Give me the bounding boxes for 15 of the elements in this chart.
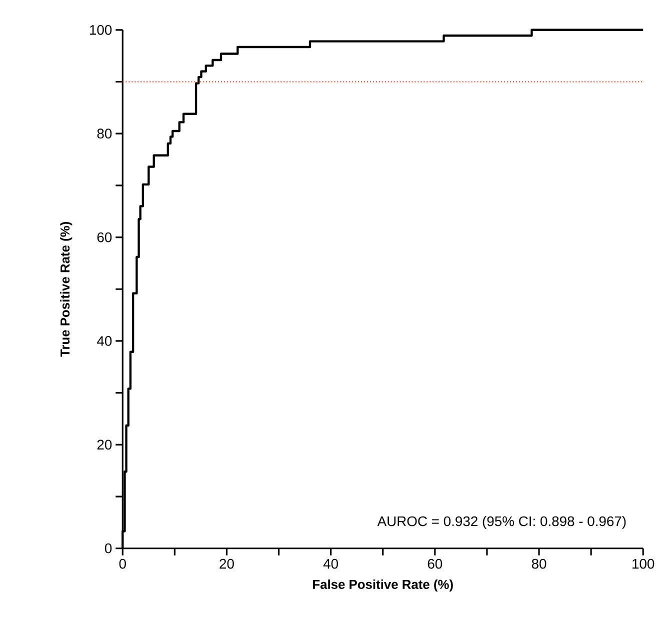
x-axis-title: False Positive Rate (%) <box>313 579 453 592</box>
y-tick-label: 100 <box>90 24 112 35</box>
y-tick-label: 60 <box>97 232 112 242</box>
x-tick-label: 60 <box>428 558 442 569</box>
y-tick-label: 40 <box>96 336 112 346</box>
annotation: AUROC = 0.932 (95% CI: 0.898 - 0.967) <box>377 516 626 529</box>
x-tick-label: 100 <box>632 558 654 569</box>
y-tick-label: 80 <box>97 128 112 138</box>
x-tick-label: 20 <box>220 558 234 569</box>
x-tick-label: 80 <box>532 558 546 569</box>
x-tick-label: 40 <box>323 558 338 569</box>
y-tick-label: 20 <box>97 440 112 450</box>
y-tick-label: 0 <box>104 543 112 554</box>
x-tick-label: 0 <box>119 558 126 569</box>
y-axis-title: True Positive Rate (%) <box>60 222 72 357</box>
